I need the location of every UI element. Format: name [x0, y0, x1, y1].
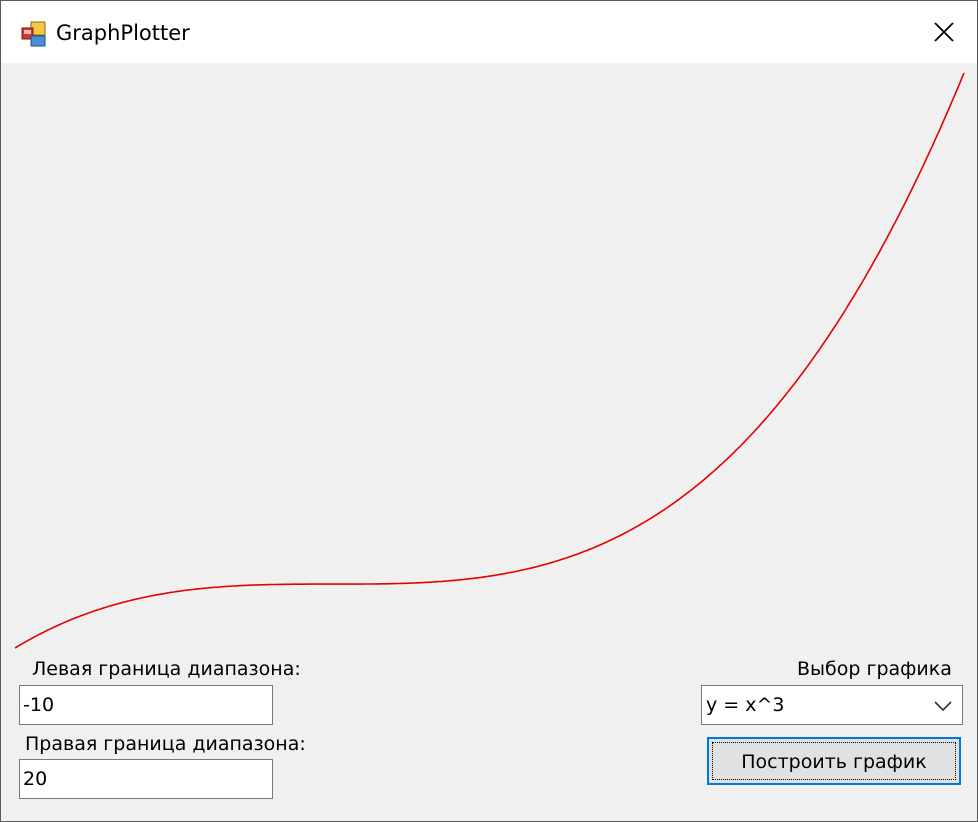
right-bound-label: Правая граница диапазона: — [25, 733, 306, 755]
focus-rectangle — [712, 742, 956, 780]
plot-graph-button-label: Построить график — [741, 751, 927, 773]
left-bound-label: Левая граница диапазона: — [32, 658, 301, 680]
graph-select-dropdown[interactable]: y = x^3 — [701, 685, 963, 725]
close-button[interactable] — [911, 1, 977, 63]
title-bar[interactable]: GraphPlotter — [1, 1, 977, 63]
form-client-area: Левая граница диапазона: Правая граница … — [1, 63, 977, 821]
window-title: GraphPlotter — [56, 21, 190, 45]
left-bound-input[interactable] — [19, 685, 273, 725]
close-icon — [934, 22, 954, 42]
plot-graph-button[interactable]: Построить график — [707, 737, 961, 785]
right-bound-input[interactable] — [19, 759, 273, 799]
function-curve — [14, 72, 965, 649]
app-window-icon — [21, 21, 46, 47]
graph-plot-area — [14, 72, 965, 649]
graph-select-value: y = x^3 — [706, 694, 785, 716]
graph-select-label: Выбор графика — [797, 658, 952, 680]
chevron-down-icon — [934, 701, 952, 711]
